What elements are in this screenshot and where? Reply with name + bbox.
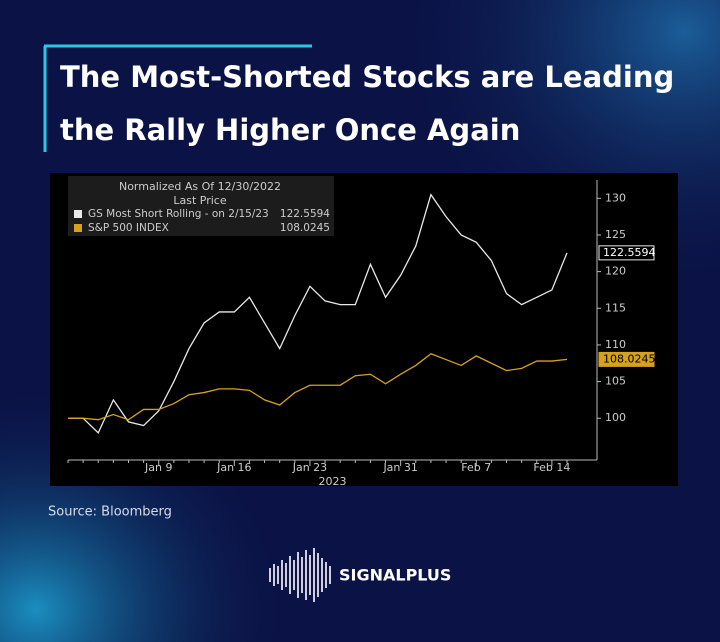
- last-value-tag: [598, 245, 655, 261]
- legend-swatch: [74, 224, 82, 232]
- y-tick-label: 115: [605, 301, 626, 314]
- y-tick-label: 110: [605, 338, 626, 351]
- y-tick-label: 130: [605, 191, 626, 204]
- title: the Rally Higher Once Again: [60, 113, 520, 147]
- x-tick-label: Feb 7: [461, 461, 491, 474]
- x-tick-label: Jan 31: [382, 461, 417, 474]
- logo-mark: [269, 548, 331, 602]
- y-tick-label: 125: [605, 228, 626, 241]
- legend-swatch: [74, 210, 82, 218]
- legend-label: S&P 500 INDEX: [88, 222, 169, 234]
- x-axis-label: 2023: [319, 475, 347, 488]
- x-tick-label: Jan 23: [292, 461, 327, 474]
- last-value-label: 108.0245: [603, 352, 656, 365]
- last-value-label: 122.5594: [603, 246, 656, 259]
- y-tick-label: 100: [605, 411, 626, 424]
- y-tick-label: 120: [605, 265, 626, 278]
- title: The Most-Shorted Stocks are Leading: [60, 60, 674, 94]
- source: Source: Bloomberg: [48, 505, 172, 520]
- x-tick-label: Jan 16: [216, 461, 251, 474]
- y-tick-label: 105: [605, 375, 626, 388]
- series-line: [68, 352, 568, 421]
- legend-header: Last Price: [173, 194, 226, 207]
- x-tick-label: Feb 14: [533, 461, 570, 474]
- series-line: [68, 193, 568, 434]
- legend-header: Normalized As Of 12/30/2022: [119, 180, 281, 193]
- brand: SIGNALPLUS: [339, 566, 451, 585]
- legend-box: [68, 176, 334, 236]
- legend-value: 122.5594: [280, 208, 330, 220]
- legend-value: 108.0245: [280, 222, 330, 234]
- plot: 100 105 110 115 120 125 130 Jan 9 Jan 16 Jan 23 Ja…: [67, 180, 656, 488]
- last-value-tag: [598, 351, 655, 367]
- x-tick-label: Jan 9: [144, 461, 172, 474]
- legend-label: GS Most Short Rolling - on 2/15/23: [88, 208, 269, 220]
